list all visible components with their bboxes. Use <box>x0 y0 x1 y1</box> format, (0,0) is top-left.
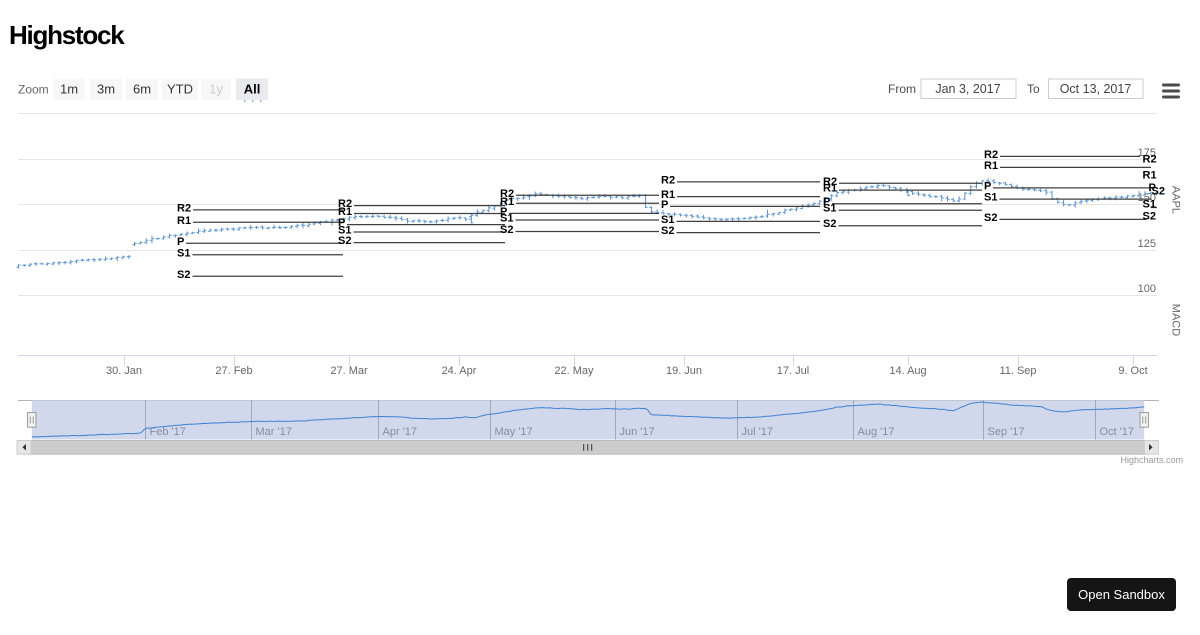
svg-text:Oct '17: Oct '17 <box>1100 426 1135 438</box>
svg-text:175: 175 <box>1138 147 1156 159</box>
svg-text:R2: R2 <box>823 176 837 188</box>
svg-text:S1: S1 <box>338 225 351 237</box>
svg-text:P: P <box>500 206 507 218</box>
svg-text:Sep '17: Sep '17 <box>988 426 1025 438</box>
svg-text:3m: 3m <box>97 82 115 97</box>
svg-text:R2: R2 <box>1143 154 1157 166</box>
svg-text:S1: S1 <box>500 213 513 225</box>
svg-text:R1: R1 <box>661 189 675 201</box>
svg-text:From: From <box>888 82 916 96</box>
svg-text:Jan 3, 2017: Jan 3, 2017 <box>935 82 1000 96</box>
svg-text:P: P <box>823 196 830 208</box>
svg-text:S2: S2 <box>500 224 513 236</box>
svg-text:S1: S1 <box>1143 198 1156 210</box>
svg-text:30. Jan: 30. Jan <box>106 365 142 377</box>
svg-text:R2: R2 <box>661 174 675 186</box>
svg-text:S1: S1 <box>661 214 674 226</box>
svg-text:Feb '17: Feb '17 <box>150 426 186 438</box>
svg-text:22. May: 22. May <box>554 365 594 377</box>
svg-text:1y: 1y <box>209 82 223 97</box>
svg-text:P: P <box>1149 182 1156 194</box>
svg-text:S2: S2 <box>984 212 997 224</box>
svg-text:S1: S1 <box>984 192 997 204</box>
svg-text:P: P <box>984 180 991 192</box>
svg-text:S2: S2 <box>338 235 351 247</box>
svg-text:19. Jun: 19. Jun <box>666 365 702 377</box>
svg-text:P: P <box>338 217 345 229</box>
svg-text:Highcharts.com: Highcharts.com <box>1120 455 1183 465</box>
svg-text:Jun '17: Jun '17 <box>620 426 655 438</box>
svg-text:S2: S2 <box>823 218 836 230</box>
svg-text:125: 125 <box>1138 238 1156 250</box>
svg-text:R2: R2 <box>984 149 998 161</box>
svg-text:Apr '17: Apr '17 <box>383 426 418 438</box>
svg-text:Oct 13, 2017: Oct 13, 2017 <box>1060 82 1132 96</box>
svg-text:9. Oct: 9. Oct <box>1118 365 1147 377</box>
svg-text:Jul '17: Jul '17 <box>742 426 773 438</box>
svg-text:Mar '17: Mar '17 <box>256 426 292 438</box>
svg-text:27. Mar: 27. Mar <box>330 365 368 377</box>
svg-text:MACD: MACD <box>1170 304 1182 336</box>
svg-text:R2: R2 <box>177 202 191 214</box>
svg-text:To: To <box>1027 82 1040 96</box>
svg-text:24. Apr: 24. Apr <box>442 365 477 377</box>
svg-text:S1: S1 <box>177 247 190 259</box>
svg-text:P: P <box>661 199 668 211</box>
svg-text:AAPL: AAPL <box>1170 186 1182 214</box>
svg-text:R1: R1 <box>984 160 998 172</box>
svg-text:S2: S2 <box>177 269 190 281</box>
svg-text:Aug '17: Aug '17 <box>858 426 895 438</box>
svg-text:R2: R2 <box>500 188 514 200</box>
svg-text:S2: S2 <box>1143 210 1156 222</box>
svg-text:R1: R1 <box>338 206 352 218</box>
svg-text:1m: 1m <box>60 82 78 97</box>
svg-text:Zoom: Zoom <box>18 83 49 97</box>
svg-text:27. Feb: 27. Feb <box>215 365 252 377</box>
svg-text:6m: 6m <box>133 82 151 97</box>
svg-text:May '17: May '17 <box>495 426 533 438</box>
svg-text:R1: R1 <box>177 215 191 227</box>
svg-text:R1: R1 <box>500 196 514 208</box>
svg-text:150: 150 <box>1138 192 1156 204</box>
svg-text:P: P <box>177 236 184 248</box>
svg-text:YTD: YTD <box>167 82 193 97</box>
svg-text:S1: S1 <box>823 203 836 215</box>
svg-text:17. Jul: 17. Jul <box>777 365 809 377</box>
svg-text:R1: R1 <box>1143 169 1157 181</box>
svg-text:S2: S2 <box>661 225 674 237</box>
svg-text:R2: R2 <box>338 198 352 210</box>
svg-text:S2: S2 <box>1152 186 1165 198</box>
svg-text:R1: R1 <box>823 183 837 195</box>
svg-text:14. Aug: 14. Aug <box>889 365 926 377</box>
svg-text:11. Sep: 11. Sep <box>999 365 1036 377</box>
svg-text:100: 100 <box>1138 283 1156 295</box>
svg-text:All: All <box>244 82 261 97</box>
